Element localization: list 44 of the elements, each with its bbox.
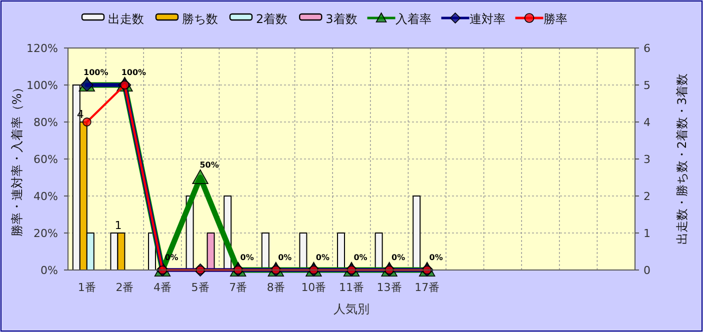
x-tick-label: 17番 (414, 281, 440, 294)
y-tick-label: 120% (26, 42, 58, 55)
y2-tick-label: 0 (644, 264, 650, 277)
legend-label: 出走数 (108, 12, 144, 26)
y-tick-label: 80% (34, 116, 58, 129)
y2-tick-label: 2 (644, 190, 650, 203)
x-tick-label: 1番 (78, 281, 96, 294)
legend-label: 2着数 (256, 12, 288, 26)
y-tick-label: 20% (34, 227, 58, 240)
data-label: 1 (114, 219, 122, 232)
y-axis-title: 勝率・連対率・入着率（%） (10, 81, 24, 237)
y2-tick-label: 4 (644, 116, 650, 129)
x-axis-title: 人気別 (334, 302, 370, 316)
legend-label: 勝率 (543, 12, 568, 26)
data-label: 50% (200, 160, 219, 170)
x-tick-label: 2番 (116, 281, 134, 294)
data-label: 100% (84, 68, 108, 77)
x-tick-label: 5番 (191, 281, 210, 294)
y-tick-label: 100% (26, 79, 58, 92)
data-label: 0% (429, 253, 443, 262)
y2-tick-label: 6 (644, 42, 650, 55)
data-label: 0% (316, 253, 330, 262)
y2-tick-label: 3 (644, 153, 650, 166)
x-tick-label: 13番 (376, 281, 402, 294)
data-label: 0% (392, 253, 406, 262)
legend-label: 勝ち数 (182, 12, 218, 26)
y-tick-label: 60% (34, 153, 58, 166)
data-label: 0% (278, 253, 292, 262)
x-tick-label: 10番 (301, 281, 326, 294)
y2-tick-label: 1 (644, 227, 650, 240)
data-label: 0% (240, 253, 254, 262)
x-tick-label: 11番 (339, 281, 364, 294)
y2-tick-label: 5 (644, 79, 650, 92)
data-label: 100% (121, 68, 146, 77)
x-tick-label: 4番 (154, 281, 172, 294)
data-label: 0% (354, 253, 368, 262)
y2-axis-title: 出走数・勝ち数・2着数・3着数 (675, 73, 689, 245)
legend-label: 入着率 (395, 12, 432, 26)
x-tick-label: 7番 (229, 281, 248, 294)
x-tick-label: 8番 (266, 281, 285, 294)
legend-label: 連対率 (469, 12, 506, 26)
y-tick-label: 0% (40, 264, 58, 277)
y-tick-label: 40% (34, 190, 58, 203)
legend-label: 3着数 (326, 12, 358, 26)
